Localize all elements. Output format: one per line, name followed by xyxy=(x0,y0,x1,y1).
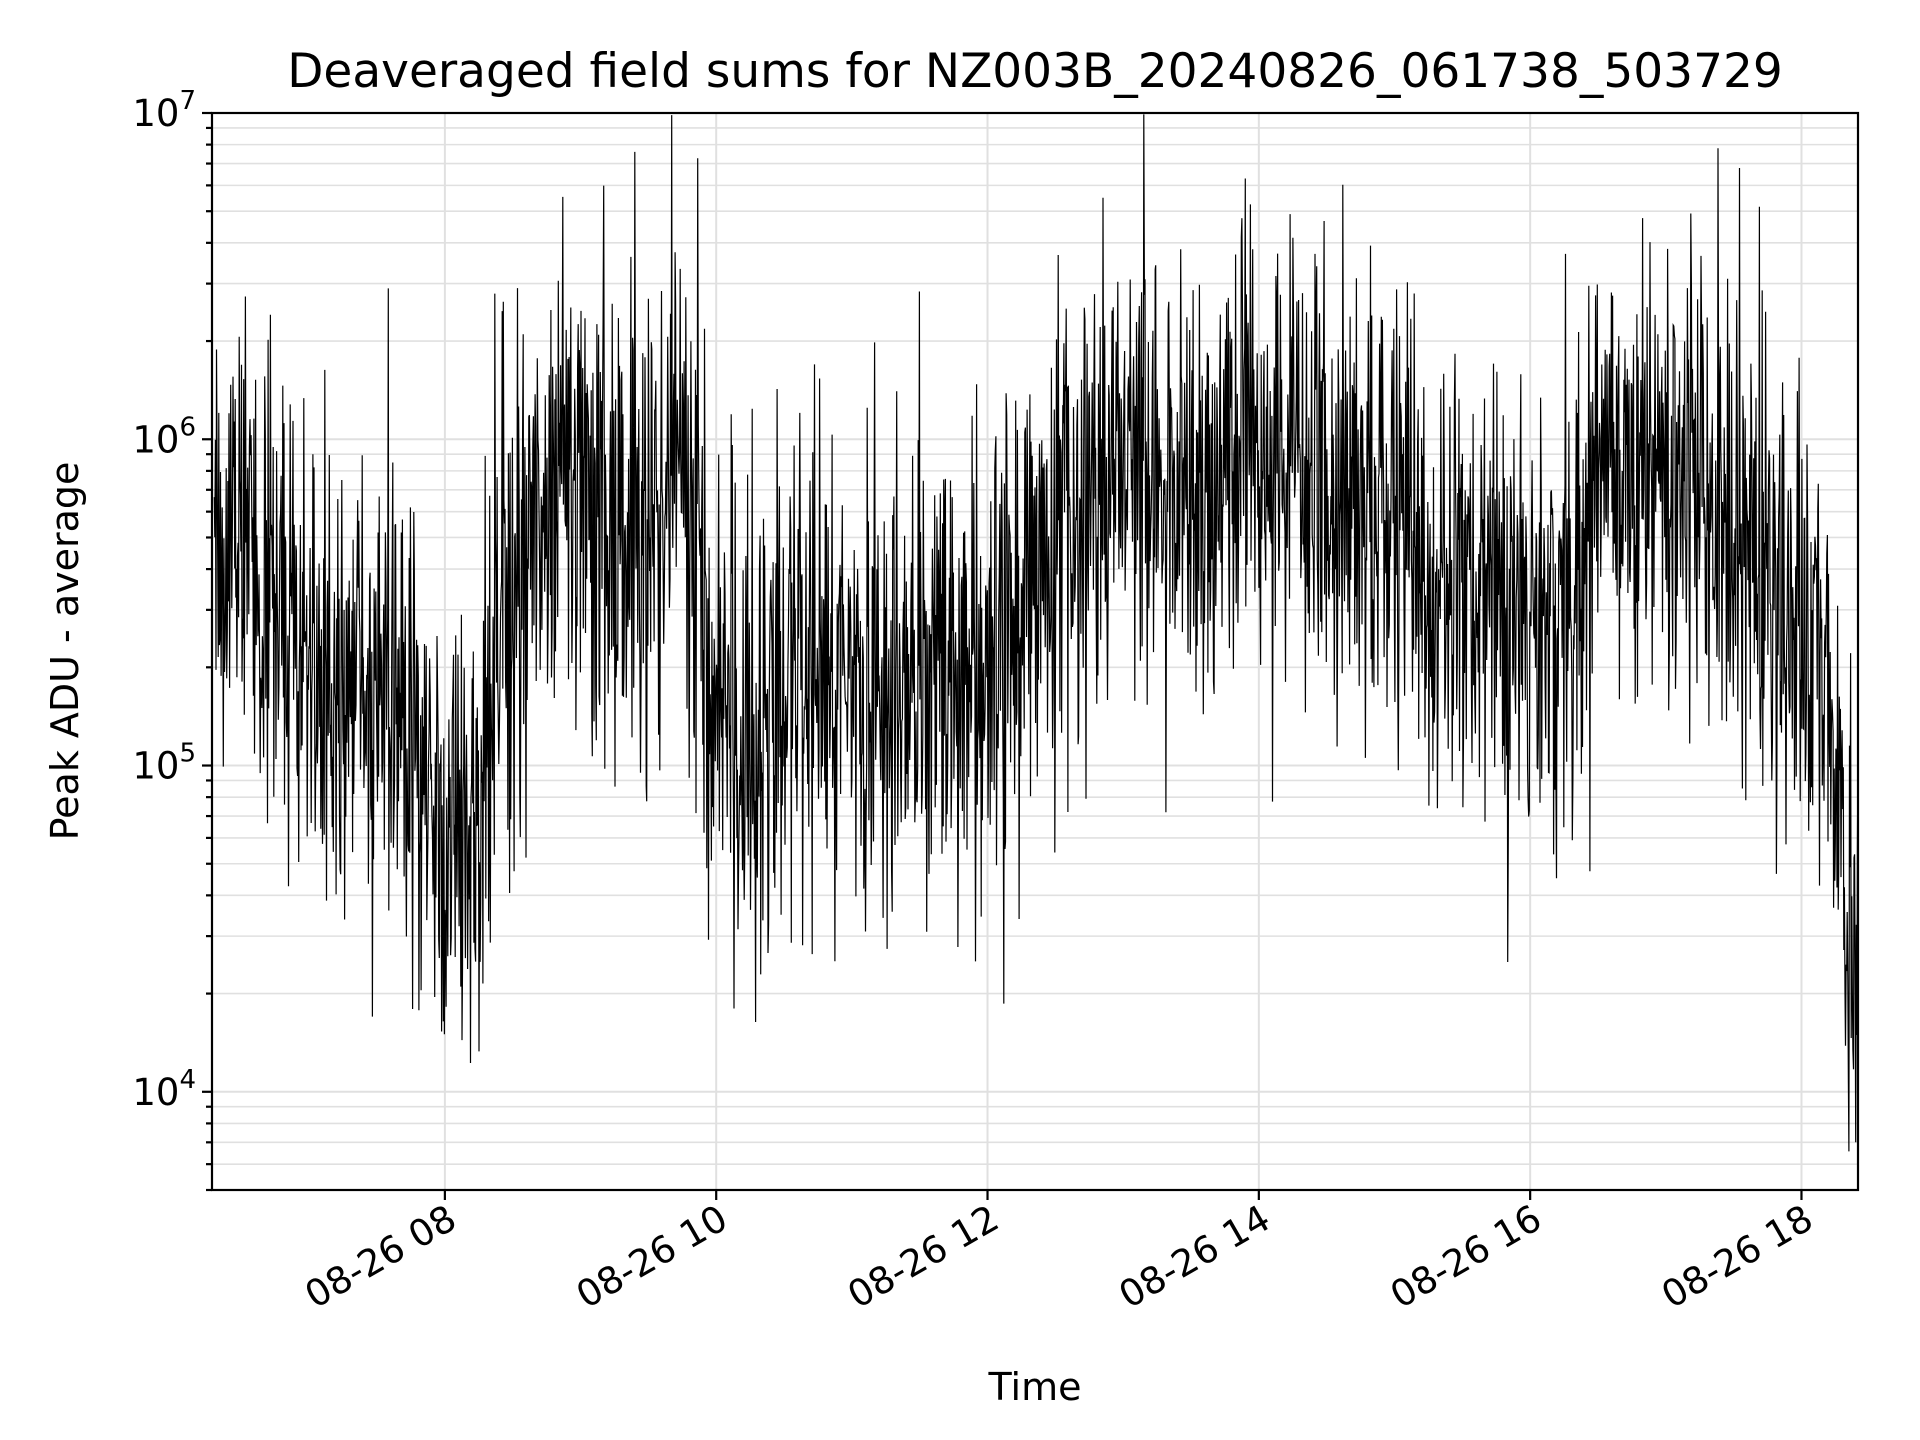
y-tick-label-exponent: 6 xyxy=(179,412,196,442)
y-tick-label-base: 10 xyxy=(132,745,179,788)
y-tick-label-exponent: 5 xyxy=(179,739,196,769)
chart-title: Deaveraged field sums for NZ003B_2024082… xyxy=(287,44,1783,99)
series-line-0 xyxy=(213,114,1859,1152)
y-tick-label: 106 xyxy=(132,412,196,461)
plot-frame xyxy=(210,111,1860,1192)
y-axis-label: Peak ADU - average xyxy=(43,462,87,841)
x-axis-label: Time xyxy=(988,1365,1082,1409)
y-tick-label-exponent: 7 xyxy=(179,86,196,116)
y-tick-label-exponent: 4 xyxy=(179,1065,196,1095)
y-tick-label-base: 10 xyxy=(132,1071,179,1114)
y-tick-label-base: 10 xyxy=(132,418,179,461)
y-tick-label: 104 xyxy=(132,1065,196,1114)
y-tick-label-base: 10 xyxy=(132,92,179,135)
y-tick-label: 107 xyxy=(132,86,196,135)
series-layer xyxy=(213,114,1859,1152)
y-tick-label: 105 xyxy=(132,739,196,788)
